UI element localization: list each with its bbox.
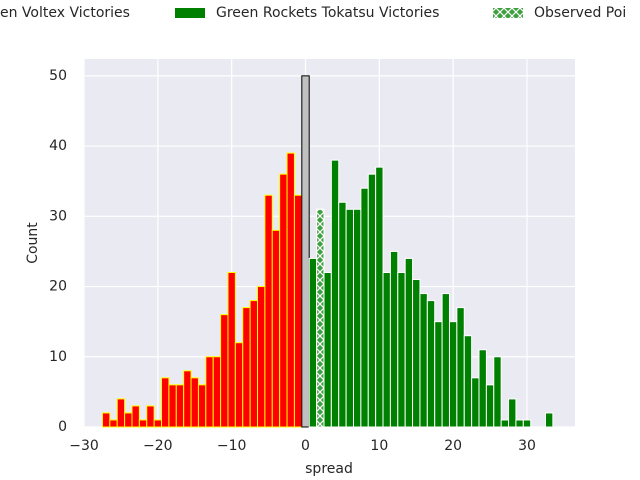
bar (485, 384, 495, 428)
bar (131, 405, 140, 428)
bar (234, 342, 244, 428)
bar (301, 75, 310, 428)
bar (308, 257, 318, 428)
bar (375, 166, 384, 428)
bar (146, 405, 155, 428)
bar (257, 286, 266, 428)
bar (419, 293, 428, 428)
bar (471, 377, 480, 428)
bar (242, 307, 251, 428)
bar (397, 271, 406, 428)
bar (448, 321, 458, 428)
bar-hatch (316, 208, 325, 428)
x-tick-label: 20 (444, 438, 462, 454)
bar (382, 271, 391, 428)
bar (508, 398, 517, 428)
bar (190, 377, 199, 428)
bar (293, 194, 303, 428)
bar (109, 419, 118, 428)
y-tick-label: 0 (58, 419, 67, 435)
bar (183, 370, 192, 428)
bar (161, 377, 170, 428)
bar (138, 419, 148, 428)
bar (175, 384, 185, 428)
bar (544, 412, 554, 428)
bar (124, 412, 133, 428)
bar (345, 208, 354, 428)
bar (264, 194, 273, 428)
bar (249, 300, 259, 428)
bar (352, 208, 362, 428)
bar (153, 419, 163, 428)
y-tick-label: 10 (49, 349, 67, 365)
bar (338, 201, 347, 428)
bar (434, 321, 443, 428)
y-tick-label: 30 (49, 208, 67, 224)
bar (456, 307, 465, 428)
bar (220, 314, 229, 428)
bar (279, 173, 288, 428)
legend-label: Observed Poi (534, 5, 626, 21)
bar (360, 187, 369, 428)
bar (493, 356, 502, 428)
bar (116, 398, 126, 428)
bar (330, 159, 340, 428)
x-tick-label: 30 (518, 438, 536, 454)
bar (389, 250, 399, 428)
bar (522, 419, 532, 428)
bar (441, 293, 450, 428)
bar (500, 419, 510, 428)
x-tick-label: −10 (217, 438, 247, 454)
bar (478, 349, 487, 428)
legend-label: Green Rockets Tokatsu Victories (216, 5, 439, 21)
bar (323, 271, 332, 428)
y-axis-label: Count (25, 222, 41, 264)
bar (367, 173, 377, 428)
legend-swatch (175, 8, 205, 18)
y-tick-label: 20 (49, 279, 67, 295)
bar (101, 412, 111, 428)
bar (463, 335, 473, 428)
y-tick-label: 50 (49, 68, 67, 84)
bar (412, 279, 421, 428)
x-tick-label: −20 (143, 438, 173, 454)
x-tick-label: −30 (69, 438, 99, 454)
bar (515, 419, 524, 428)
bar (404, 257, 414, 428)
legend-hatch (493, 8, 523, 18)
x-axis-label: spread (305, 461, 353, 477)
bar (227, 271, 236, 428)
bar (197, 384, 207, 428)
x-tick-label: 10 (370, 438, 388, 454)
bar (426, 300, 436, 428)
y-tick-label: 40 (49, 138, 67, 154)
bar (205, 356, 214, 428)
bar (271, 229, 281, 428)
x-tick-label: 0 (301, 438, 310, 454)
bar (168, 384, 177, 428)
bar (212, 356, 222, 428)
bar (286, 152, 295, 428)
legend-label: en Voltex Victories (0, 5, 130, 21)
